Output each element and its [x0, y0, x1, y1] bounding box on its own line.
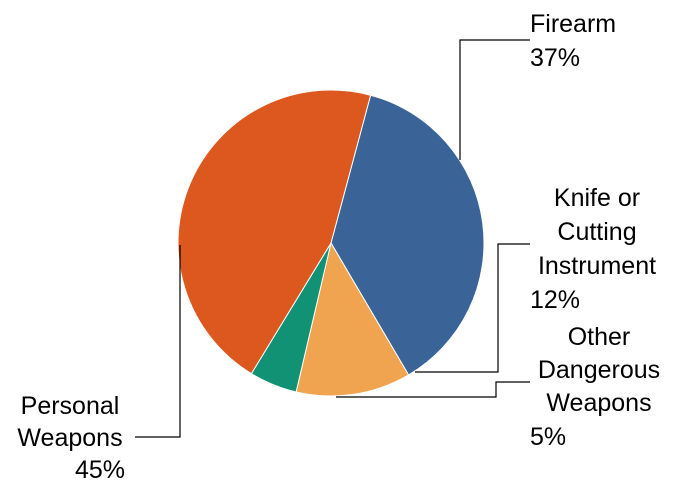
- slice-label-other-line-3: Weapons: [546, 389, 651, 417]
- leader-line-personal: [135, 245, 181, 438]
- slice-value-knife: 12%: [530, 286, 580, 314]
- slice-value-other: 5%: [530, 423, 566, 451]
- slice-value-firearm: 37%: [530, 44, 580, 72]
- slice-label-other-line-1: Other: [568, 323, 631, 351]
- slice-label-knife-line-3: Instrument: [538, 252, 656, 280]
- slice-label-personal-line-2: Weapons: [17, 424, 122, 452]
- pie-slice-personal: [177, 89, 372, 375]
- slice-label-knife-line-2: Cutting: [557, 218, 636, 246]
- slice-value-personal: 45%: [75, 456, 125, 484]
- pie-slices: [177, 89, 485, 397]
- slice-label-other-line-2: Dangerous: [538, 356, 660, 384]
- pie-slice-firearm: [330, 94, 485, 376]
- leader-line-firearm: [459, 39, 530, 160]
- leader-line-other: [336, 381, 530, 398]
- pie-slice-knife: [295, 241, 410, 397]
- slice-label-firearm: Firearm: [530, 10, 616, 38]
- slice-label-personal-line-1: Personal: [21, 392, 120, 420]
- leader-line-knife: [415, 243, 530, 373]
- slice-label-knife-line-1: Knife or: [554, 184, 640, 212]
